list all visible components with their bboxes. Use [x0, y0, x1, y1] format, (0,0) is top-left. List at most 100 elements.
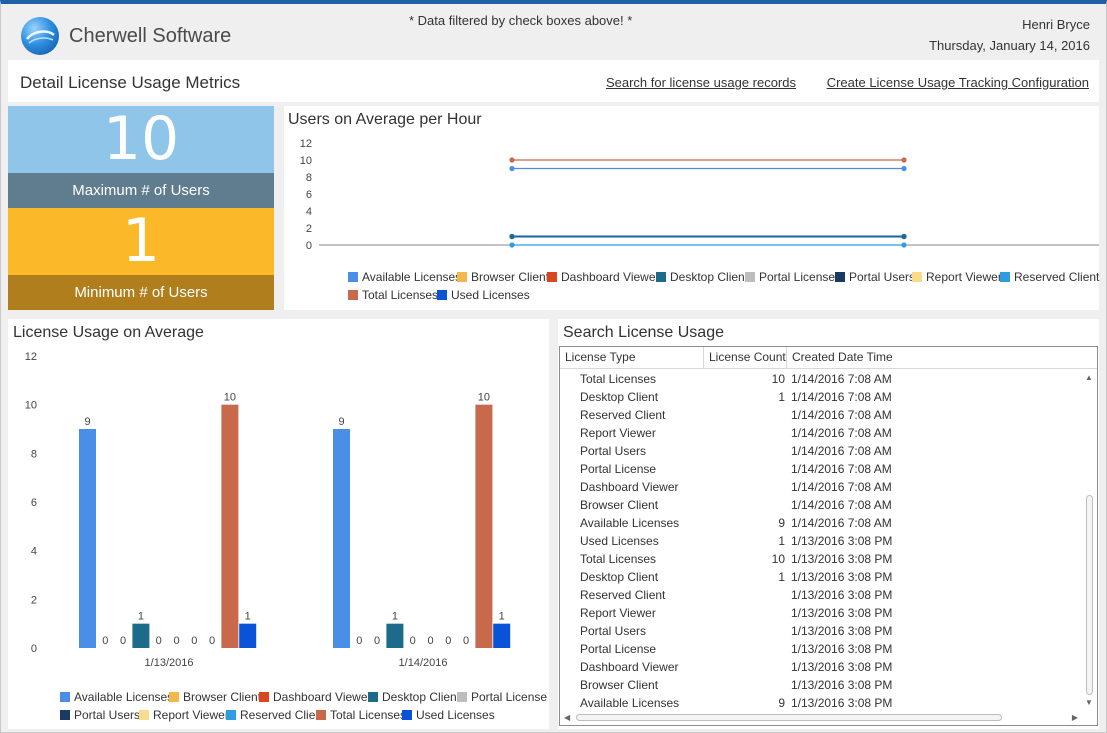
legend-swatch: [368, 692, 378, 702]
legend-item-desktop-client[interactable]: Desktop Client: [368, 690, 460, 704]
table-row[interactable]: Browser Client 1/13/2016 3:08 PM: [560, 676, 1082, 694]
legend-item-total-licenses[interactable]: Total Licenses: [348, 288, 438, 302]
legend-label: Portal License: [471, 690, 548, 704]
legend-label: Portal Users: [74, 708, 141, 722]
bar-value-label: 1: [392, 611, 398, 623]
table-row[interactable]: Desktop Client 1 1/13/2016 3:08 PM: [560, 568, 1082, 586]
min-users-label-bar: Minimum # of Users: [8, 275, 274, 310]
max-users-value: 10: [102, 104, 180, 174]
point-available-licenses: [901, 165, 907, 172]
table-row[interactable]: Reserved Client 1/13/2016 3:08 PM: [560, 586, 1082, 604]
table-row[interactable]: Browser Client 1/14/2016 7:08 AM: [560, 496, 1082, 514]
point-reserved-client: [509, 242, 515, 248]
legend-item-portal-users[interactable]: Portal Users: [835, 270, 915, 284]
table-row[interactable]: Dashboard Viewer 1/14/2016 7:08 AM: [560, 478, 1082, 496]
scroll-down-icon[interactable]: ▼: [1085, 698, 1093, 707]
cell-license-type: Portal Users: [580, 444, 647, 458]
vertical-scroll-thumb[interactable]: [1086, 495, 1093, 695]
cell-created-date: 1/14/2016 7:08 AM: [791, 408, 892, 422]
cell-created-date: 1/13/2016 3:08 PM: [791, 552, 893, 566]
bar-desktop-client: [132, 623, 150, 648]
legend-item-available-licenses[interactable]: Available Licenses: [348, 270, 461, 284]
search-license-records-link[interactable]: Search for license usage records: [605, 75, 796, 90]
legend-item-available-licenses[interactable]: Available Licenses: [60, 690, 173, 704]
table-row[interactable]: Total Licenses 10 1/14/2016 7:08 AM: [560, 370, 1082, 388]
license-usage-average-legend: Available Licenses Browser Client Dashboar…: [60, 690, 548, 726]
cell-license-type: Portal License: [580, 462, 657, 476]
min-users-tile: 1: [8, 208, 274, 275]
legend-swatch: [547, 272, 557, 282]
column-header-created-date[interactable]: Created Date Time: [792, 350, 893, 364]
users-per-hour-title: Users on Average per Hour: [288, 111, 482, 128]
cell-created-date: 1/14/2016 7:08 AM: [791, 444, 892, 458]
legend-label: Dashboard Viewer: [561, 270, 660, 284]
y-tick-label: 12: [25, 351, 37, 363]
horizontal-scrollbar[interactable]: ◀ ▶: [560, 710, 1082, 725]
legend-item-dashboard-viewer[interactable]: Dashboard Viewer: [259, 690, 372, 704]
table-row[interactable]: Report Viewer 1/13/2016 3:08 PM: [560, 604, 1082, 622]
legend-label: Report Viewer: [153, 708, 229, 722]
bar-used-licenses: [493, 623, 511, 648]
table-row[interactable]: Dashboard Viewer 1/13/2016 3:08 PM: [560, 658, 1082, 676]
legend-swatch: [437, 290, 447, 300]
legend-item-portal-users[interactable]: Portal Users: [60, 708, 140, 722]
legend-item-browser-client[interactable]: Browser Client: [169, 690, 261, 704]
legend-label: Portal Users: [849, 270, 916, 284]
scroll-left-icon[interactable]: ◀: [564, 713, 571, 722]
table-row[interactable]: Portal License 1/14/2016 7:08 AM: [560, 460, 1082, 478]
x-category-label: 1/13/2016: [145, 657, 194, 669]
cell-license-type: Total Licenses: [580, 552, 657, 566]
point-total-licenses: [901, 157, 907, 163]
legend-item-used-licenses[interactable]: Used Licenses: [402, 708, 495, 722]
vertical-scrollbar[interactable]: ▲ ▼: [1082, 369, 1097, 711]
cell-license-type: Dashboard Viewer: [580, 480, 679, 494]
min-users-label: Minimum # of Users: [74, 284, 208, 301]
max-users-label-bar: Maximum # of Users: [8, 173, 274, 208]
table-row[interactable]: Reserved Client 1/14/2016 7:08 AM: [560, 406, 1082, 424]
table-row[interactable]: Used Licenses 1 1/13/2016 3:08 PM: [560, 532, 1082, 550]
legend-item-portal-license[interactable]: Portal License: [745, 270, 835, 284]
table-row[interactable]: Desktop Client 1 1/14/2016 7:08 AM: [560, 388, 1082, 406]
column-header-license-count[interactable]: License Count: [704, 347, 787, 368]
legend-item-report-viewer[interactable]: Report Viewer: [139, 708, 229, 722]
legend-item-used-licenses[interactable]: Used Licenses: [437, 288, 530, 302]
horizontal-scroll-thumb[interactable]: [576, 714, 1002, 721]
table-row[interactable]: Report Viewer 1/14/2016 7:08 AM: [560, 424, 1082, 442]
create-tracking-config-link[interactable]: Create License Usage Tracking Configurat…: [826, 75, 1089, 90]
scroll-right-icon[interactable]: ▶: [1071, 713, 1078, 722]
legend-label: Report Viewer: [926, 270, 1002, 284]
legend-swatch: [656, 272, 666, 282]
cell-created-date: 1/14/2016 7:08 AM: [791, 498, 892, 512]
table-row[interactable]: Available Licenses 9 1/13/2016 3:08 PM: [560, 694, 1082, 712]
column-header-license-type[interactable]: License Type: [560, 347, 704, 368]
scroll-up-icon[interactable]: ▲: [1085, 373, 1093, 382]
table-row[interactable]: Portal License 1/13/2016 3:08 PM: [560, 640, 1082, 658]
legend-item-desktop-client[interactable]: Desktop Client: [656, 270, 748, 284]
legend-label: Available Licenses: [74, 690, 174, 704]
table-row[interactable]: Total Licenses 10 1/13/2016 3:08 PM: [560, 550, 1082, 568]
table-row[interactable]: Portal Users 1/13/2016 3:08 PM: [560, 622, 1082, 640]
legend-item-browser-client[interactable]: Browser Client: [457, 270, 549, 284]
legend-swatch: [348, 272, 358, 282]
table-row[interactable]: Portal Users 1/14/2016 7:08 AM: [560, 442, 1082, 460]
legend-swatch: [835, 272, 845, 282]
legend-item-report-viewer[interactable]: Report Viewer: [912, 270, 1002, 284]
bar-value-label: 0: [427, 635, 433, 647]
title-bar: Detail License Usage Metrics Search for …: [8, 60, 1099, 102]
legend-item-dashboard-viewer[interactable]: Dashboard Viewer: [547, 270, 660, 284]
bar-value-label: 0: [463, 635, 469, 647]
legend-item-reserved-client[interactable]: Reserved Client: [1000, 270, 1099, 284]
table-row[interactable]: Available Licenses 9 1/14/2016 7:08 AM: [560, 514, 1082, 532]
license-usage-grid[interactable]: License Type License Count Created Date …: [559, 346, 1098, 726]
legend-item-portal-license[interactable]: Portal License: [457, 690, 547, 704]
page-title: Detail License Usage Metrics: [20, 73, 241, 92]
y-tick-label: 10: [25, 400, 37, 412]
y-tick-label: 12: [300, 138, 312, 150]
cell-license-type: Report Viewer: [580, 426, 656, 440]
cell-created-date: 1/14/2016 7:08 AM: [791, 372, 892, 386]
legend-item-reserved-client[interactable]: Reserved Client: [226, 708, 325, 722]
bar-total-licenses: [475, 404, 493, 648]
legend-item-total-licenses[interactable]: Total Licenses: [316, 708, 406, 722]
cell-license-count: 1: [778, 390, 785, 404]
